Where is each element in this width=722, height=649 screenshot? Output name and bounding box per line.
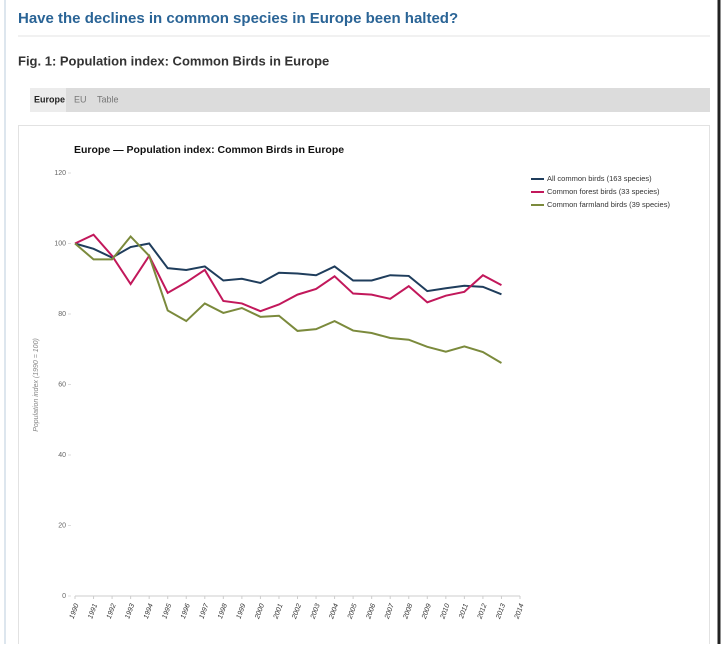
chart-title: Europe — Population index: Common Birds …	[74, 144, 344, 156]
y-tick-label: 80	[58, 311, 66, 318]
figure-title: Fig. 1: Population index: Common Birds i…	[18, 53, 329, 68]
x-tick-label: 1990	[69, 603, 81, 620]
x-tick-label: 1999	[236, 603, 248, 620]
y-tick-label: 20	[58, 522, 66, 529]
x-tick-label: 1993	[124, 603, 136, 620]
y-tick-label: 60	[58, 381, 66, 388]
legend-label: Common forest birds (33 species)	[547, 187, 660, 196]
series-line	[74, 242, 502, 296]
x-tick-label: 1998	[217, 603, 229, 620]
y-axis-label: Population index (1990 = 100)	[33, 338, 40, 432]
y-tick-label: 40	[58, 452, 66, 459]
page-title: Have the declines in common species in E…	[18, 10, 458, 27]
tab[interactable]: EU	[74, 94, 87, 104]
legend-label: All common birds (163 species)	[547, 174, 652, 183]
chart-panel	[18, 125, 710, 649]
x-tick-label: 1994	[143, 603, 155, 620]
y-tick-label: 120	[54, 170, 66, 177]
tab-bar	[30, 88, 710, 112]
y-tick-label: 0	[62, 593, 66, 600]
legend-label: Common farmland birds (39 species)	[547, 200, 670, 209]
y-tick-label: 100	[54, 240, 66, 247]
x-tick-label: 1992	[106, 603, 118, 620]
tab[interactable]: Europe	[34, 94, 65, 104]
series-line	[74, 233, 502, 313]
series-line	[74, 234, 502, 364]
x-tick-label: 1995	[161, 603, 173, 620]
x-tick-label: 1991	[87, 603, 99, 620]
x-tick-label: 1996	[180, 603, 192, 620]
tab-active-bg	[30, 88, 66, 112]
tab[interactable]: Table	[97, 94, 119, 104]
